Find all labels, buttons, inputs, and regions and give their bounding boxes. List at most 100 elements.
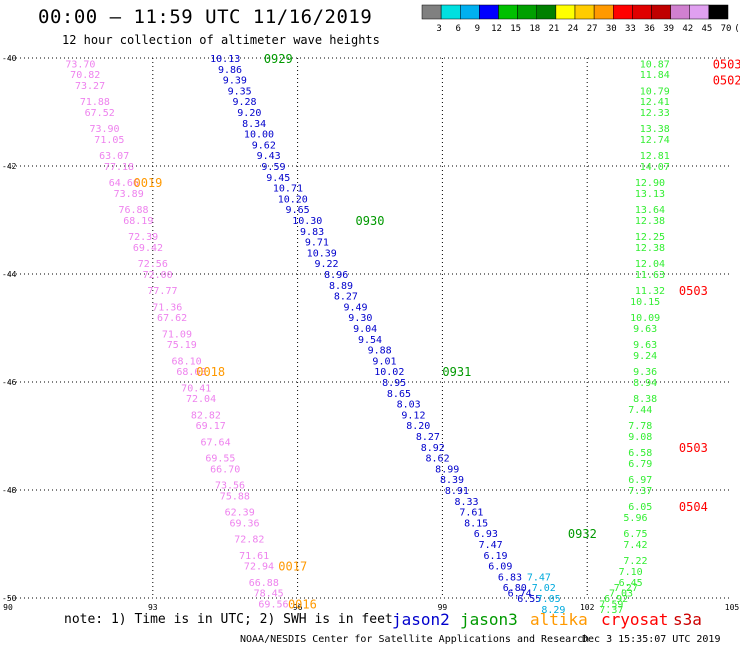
colorbar-tick-label: 36	[644, 24, 655, 34]
wave-height-label: 12.38	[635, 243, 665, 254]
colorbar-tick-label: 15	[510, 24, 521, 34]
y-tick-label: -40	[2, 54, 17, 63]
x-tick-label: 105	[725, 603, 740, 612]
wave-height-label: 8.20	[406, 421, 430, 432]
wave-height-label: 12.04	[635, 259, 665, 270]
wave-height-label: 6.74	[508, 589, 532, 600]
wave-height-label: 72.56	[138, 259, 168, 270]
legend-jason3: jason3	[460, 610, 518, 629]
wave-height-label: 69.36	[229, 518, 259, 529]
wave-height-label: 9.22	[315, 259, 339, 270]
pass-time-label: 0018	[196, 365, 225, 379]
colorbar-swatch	[440, 4, 461, 20]
colorbar-tick-label: 21	[548, 24, 559, 34]
legend-altika: altika	[530, 610, 588, 629]
wave-height-label: 7.22	[623, 556, 647, 567]
wave-height-label: 68.19	[123, 216, 153, 227]
pass-time-label: 0929	[264, 52, 293, 66]
wave-height-label: 67.64	[200, 437, 230, 448]
colorbar-swatch	[555, 4, 576, 20]
wave-height-label: 9.01	[372, 356, 396, 367]
colorbar-swatch	[670, 4, 690, 20]
pass-time-label: 0503	[713, 57, 740, 71]
wave-height-label: 69.42	[133, 243, 163, 254]
pass-time-label: 0932	[568, 527, 597, 541]
pass-time-label: 0503	[679, 284, 708, 298]
colorbar-swatch	[651, 4, 671, 20]
wave-height-label: 70.82	[70, 70, 100, 81]
wave-height-label: 6.92	[604, 594, 628, 605]
wave-height-label: 9.49	[343, 302, 367, 313]
wave-height-label: 8.29	[541, 605, 565, 616]
wave-height-label: 10.71	[273, 184, 303, 195]
y-tick-label: -42	[2, 162, 17, 171]
wave-height-label: 6.09	[488, 562, 512, 573]
wave-height-label: 64.66	[109, 178, 139, 189]
colorbar-tick-label: 3	[436, 24, 441, 34]
wave-height-label: 7.44	[628, 405, 652, 416]
wave-height-label: 7.42	[623, 540, 647, 551]
wave-height-label: 12.74	[640, 135, 670, 146]
wave-height-label: 9.24	[633, 351, 657, 362]
legend-jason2: jason2	[392, 610, 450, 629]
pass-time-label: 0930	[356, 214, 385, 228]
wave-height-label: 10.20	[278, 194, 308, 205]
wave-height-label: 8.15	[464, 518, 488, 529]
wave-height-label: 6.58	[628, 448, 652, 459]
wave-height-label: 10.02	[374, 367, 404, 378]
wave-height-label: 13.38	[640, 124, 670, 135]
wave-height-label: 7.05	[537, 594, 561, 605]
wave-height-label: 71.61	[239, 551, 269, 562]
wave-height-label: 9.12	[401, 410, 425, 421]
wave-height-label: 8.89	[329, 281, 353, 292]
colorbar-tick-label: 42	[682, 24, 693, 34]
wave-height-label: 7.03	[609, 589, 633, 600]
wave-height-label: 66.88	[249, 578, 279, 589]
y-tick-label: -44	[2, 270, 17, 279]
wave-height-label: 11.63	[635, 270, 665, 281]
colorbar-swatch	[536, 4, 557, 20]
wave-height-label: 9.28	[232, 97, 256, 108]
x-tick-label: 96	[293, 603, 303, 612]
wave-height-label: 69.55	[205, 454, 235, 465]
wave-height-label: 10.39	[307, 248, 337, 259]
colorbar-tick-label: 18	[529, 24, 540, 34]
wave-height-label: 71.09	[162, 329, 192, 340]
wave-height-label: 69.17	[196, 421, 226, 432]
wave-height-label: 9.54	[358, 335, 382, 346]
wave-height-label: 73.27	[75, 81, 105, 92]
colorbar-tick-label: 30	[606, 24, 617, 34]
x-tick-label: 99	[438, 603, 448, 612]
wave-height-label: 7.10	[619, 567, 643, 578]
wave-height-label: 6.79	[628, 459, 652, 470]
wave-height-label: 7.02	[532, 583, 556, 594]
wave-height-label: 6.55	[517, 594, 541, 605]
pass-time-label: 0016	[288, 597, 317, 611]
wave-height-label: 9.63	[633, 324, 657, 335]
wave-height-label: 7.61	[459, 508, 483, 519]
wave-height-label: 14.07	[640, 162, 670, 173]
wave-height-label: 10.79	[640, 86, 670, 97]
wave-height-label: 8.94	[633, 378, 657, 389]
wave-height-label: 72.82	[234, 535, 264, 546]
wave-height-label: 6.05	[628, 502, 652, 513]
wave-height-label: 8.33	[454, 497, 478, 508]
wave-height-label: 9.43	[257, 151, 281, 162]
wave-height-label: 7.78	[628, 421, 652, 432]
colorbar-swatch	[421, 4, 442, 20]
wave-height-label: 77.18	[104, 162, 134, 173]
x-tick-label: 90	[3, 603, 13, 612]
wave-height-label: 9.39	[223, 76, 247, 87]
wave-height-label: 9.62	[252, 140, 276, 151]
wave-height-label: 11.84	[640, 70, 670, 81]
credit-date: Dec 3 15:35:07 UTC 2019	[582, 634, 721, 645]
wave-height-label: 68.10	[172, 356, 202, 367]
wave-height-label: 78.45	[254, 589, 284, 600]
wave-height-label: 75.88	[220, 491, 250, 502]
pass-time-label: 0503	[679, 441, 708, 455]
wave-height-label: 12.33	[640, 108, 670, 119]
wave-height-label: 9.04	[353, 324, 377, 335]
wave-height-label: 69.56	[258, 599, 288, 610]
colorbar-swatch	[517, 4, 537, 20]
